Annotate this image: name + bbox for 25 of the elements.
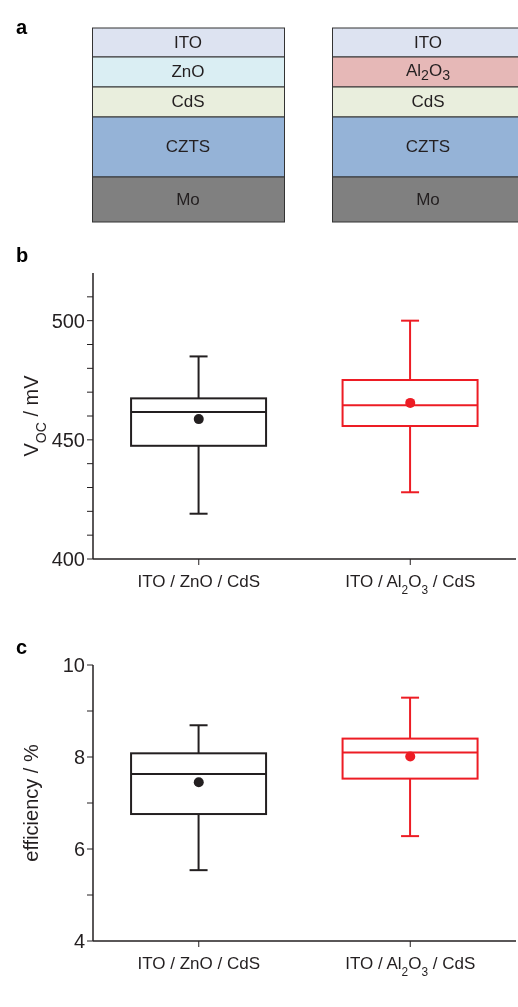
chart-title: c bbox=[16, 636, 28, 659]
x-tick-label: ITO / Al$_{2}$O$_{3}$ / CdS bbox=[345, 572, 476, 597]
y-tick-label: 6 bbox=[73, 838, 85, 861]
text: CdS bbox=[171, 92, 205, 112]
y-tick-label: 450 bbox=[51, 428, 85, 451]
y-tick-label: 400 bbox=[51, 548, 85, 571]
x-tick-label: ITO / ZnO / CdS bbox=[137, 572, 260, 591]
text: ITO bbox=[413, 32, 443, 53]
text: ZnO bbox=[171, 62, 205, 82]
text: a bbox=[16, 16, 28, 39]
x-tick-label: ITO / Al$_{2}$O$_{3}$ / CdS bbox=[345, 954, 476, 979]
text: CdS bbox=[411, 92, 445, 112]
text: ITO bbox=[173, 32, 203, 53]
chart-title: b bbox=[16, 244, 29, 267]
text: CZTS bbox=[405, 137, 451, 157]
y-axis-title: efficiency / % bbox=[20, 744, 42, 862]
text: CZTS bbox=[165, 137, 211, 157]
y-tick-label: 10 bbox=[62, 654, 85, 677]
text: Mo bbox=[416, 189, 440, 210]
x-tick-label: ITO / ZnO / CdS bbox=[137, 954, 260, 973]
y-tick-label: 500 bbox=[51, 309, 85, 332]
y-tick-label: 8 bbox=[73, 746, 85, 769]
y-tick-label: 4 bbox=[73, 930, 85, 953]
text: Al$_{2}$O$_{3}$ bbox=[405, 60, 451, 84]
text: Mo bbox=[176, 189, 200, 210]
